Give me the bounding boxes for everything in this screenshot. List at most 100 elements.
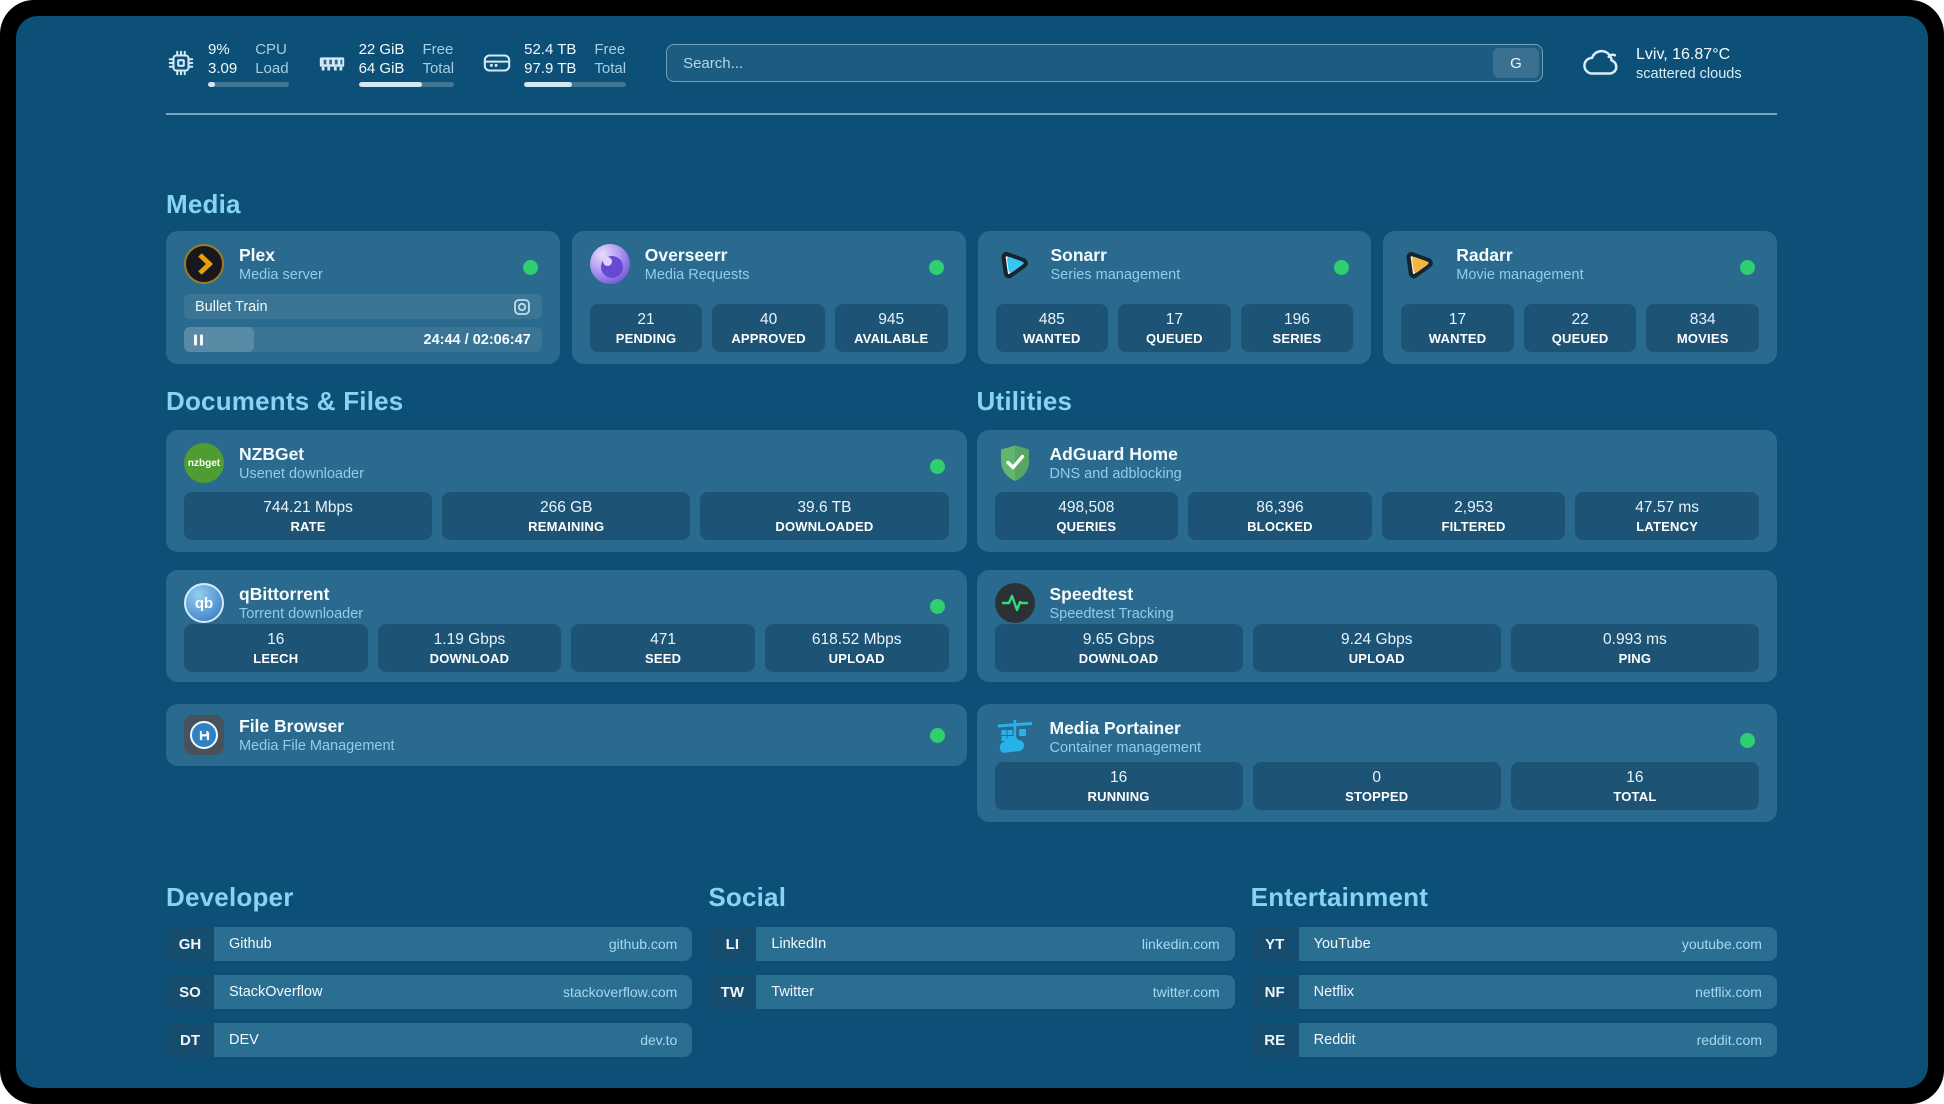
app-description: DNS and adblocking — [1049, 465, 1182, 482]
status-dot-online — [1740, 733, 1755, 748]
cpu-usage-value: 9% — [208, 40, 230, 58]
app-name: qBittorrent — [239, 583, 330, 604]
bookmark-netflix[interactable]: NF Netflix netflix.com — [1250, 975, 1777, 1009]
header-bar: 9% 3.09 CPU Load — [166, 36, 1777, 90]
stat-queued: 17 QUEUED — [1118, 304, 1231, 352]
bookmark-url: stackoverflow.com — [562, 984, 678, 1000]
stat-series: 196 SERIES — [1240, 304, 1354, 352]
status-dot-online — [1740, 260, 1755, 275]
qbittorrent-icon: qb — [184, 583, 224, 623]
memory-free-label: Free — [422, 40, 454, 58]
cpu-icon — [168, 50, 194, 76]
bookmark-dev[interactable]: DT DEV dev.to — [166, 1023, 693, 1057]
bookmark-reddit[interactable]: RE Reddit reddit.com — [1250, 1023, 1777, 1057]
app-name: NZBGet — [239, 443, 305, 464]
bookmark-name: Twitter — [771, 984, 815, 1000]
search-input[interactable] — [666, 44, 1543, 82]
app-name: Overseerr — [644, 244, 728, 265]
system-stats: 9% 3.09 CPU Load — [166, 40, 627, 87]
section-title-documents: Documents & Files — [166, 386, 404, 416]
twitter-icon: TW — [708, 975, 757, 1009]
app-name: AdGuard Home — [1049, 443, 1178, 464]
bookmark-github[interactable]: GH Github github.com — [166, 927, 693, 961]
stat-remaining: 266 GB REMAINING — [442, 492, 691, 540]
disk-total-label: Total — [594, 59, 627, 77]
section-title-developer: Developer — [166, 882, 294, 912]
app-card-plex[interactable]: Plex Media server Bullet Train 24:44 / 0… — [166, 231, 560, 364]
stat-upload: 618.52 Mbps UPLOAD — [764, 624, 949, 672]
now-playing-row: Bullet Train — [184, 294, 542, 320]
app-card-overseerr[interactable]: Overseerr Media Requests 21 PENDING 40 APP… — [571, 231, 966, 364]
bookmark-url: reddit.com — [1696, 1032, 1762, 1048]
status-dot-online — [929, 599, 945, 614]
app-description: Series management — [1050, 266, 1181, 283]
bookmark-stackoverflow[interactable]: SO StackOverflow stackoverflow.com — [166, 975, 693, 1009]
app-card-filebrowser[interactable]: File Browser Media File Management — [166, 704, 967, 766]
app-description: Media server — [239, 266, 323, 283]
search-bar: G — [666, 44, 1543, 82]
media-settings-icon[interactable] — [513, 298, 531, 316]
memory-total-value: 64 GiB — [358, 59, 405, 77]
stat-movies: 834 MOVIES — [1646, 304, 1759, 352]
status-dot-online — [928, 260, 944, 275]
disk-stat: 52.4 TB 97.9 TB Free Total — [482, 40, 627, 87]
app-card-radarr[interactable]: Radarr Movie management 17 WANTED 22 QUEUE… — [1383, 231, 1777, 364]
disk-free-value: 52.4 TB — [524, 40, 577, 58]
app-name: File Browser — [239, 715, 345, 736]
app-card-sonarr[interactable]: Sonarr Series management 485 WANTED 17 QUE… — [977, 231, 1372, 364]
app-card-qbittorrent[interactable]: qb qBittorrent Torrent downloader 16 LEEC… — [166, 570, 967, 682]
bookmark-youtube[interactable]: YT YouTube youtube.com — [1250, 927, 1777, 961]
header-divider — [166, 113, 1777, 115]
stat-running: 16 RUNNING — [994, 762, 1243, 810]
stat-queued: 22 QUEUED — [1523, 304, 1637, 352]
search-engine-button[interactable]: G — [1493, 48, 1539, 78]
memory-total-label: Total — [422, 59, 455, 77]
app-card-portainer[interactable]: Media Portainer Container management 16 R… — [976, 704, 1777, 822]
bookmark-linkedin[interactable]: LI LinkedIn linkedin.com — [708, 927, 1235, 961]
bookmark-name: LinkedIn — [771, 936, 827, 952]
playback-progress-bar[interactable]: 24:44 / 02:06:47 — [184, 327, 542, 352]
stat-download: 1.19 Gbps DOWNLOAD — [377, 624, 562, 672]
app-description: Torrent downloader — [239, 605, 364, 622]
stat-download: 9.65 Gbps DOWNLOAD — [994, 624, 1243, 672]
stat-blocked: 86,396 BLOCKED — [1188, 492, 1372, 540]
app-name: Media Portainer — [1049, 717, 1181, 738]
stat-leech: 16 LEECH — [184, 624, 368, 672]
weather-location-temp: Lviv, 16.87°C — [1636, 45, 1731, 63]
disk-progress-bar — [524, 81, 627, 87]
app-description: Media File Management — [239, 737, 395, 754]
pause-icon[interactable] — [194, 334, 203, 346]
bookmark-name: Reddit — [1313, 1032, 1356, 1048]
github-icon: GH — [166, 927, 214, 961]
memory-free-value: 22 GiB — [358, 40, 405, 58]
sonarr-icon — [996, 244, 1036, 284]
section-title-social: Social — [708, 882, 787, 912]
playback-time: 24:44 / 02:06:47 — [423, 331, 531, 348]
now-playing-title: Bullet Train — [195, 298, 268, 315]
radarr-icon — [1401, 244, 1441, 284]
plex-icon — [184, 244, 224, 284]
app-card-adguard[interactable]: AdGuard Home DNS and adblocking 498,508 Q… — [976, 430, 1777, 552]
stat-filtered: 2,953 FILTERED — [1381, 492, 1566, 540]
app-name: Plex — [239, 244, 275, 265]
weather-widget[interactable]: Lviv, 16.87°C scattered clouds — [1581, 44, 1777, 83]
disk-free-label: Free — [594, 40, 626, 58]
status-dot-online — [1334, 260, 1350, 275]
stat-wanted: 17 WANTED — [1401, 304, 1514, 352]
bookmark-twitter[interactable]: TW Twitter twitter.com — [708, 975, 1235, 1009]
weather-condition: scattered clouds — [1636, 65, 1742, 82]
app-description: Media Requests — [644, 266, 750, 283]
dev-icon: DT — [166, 1023, 214, 1057]
filebrowser-icon — [184, 715, 224, 755]
cpu-load-value: 3.09 — [208, 59, 238, 77]
section-title-entertainment: Entertainment — [1250, 882, 1429, 912]
bookmark-name: StackOverflow — [229, 984, 323, 1000]
bookmark-url: github.com — [608, 936, 678, 952]
bookmark-name: Netflix — [1313, 984, 1354, 1000]
bookmark-url: linkedin.com — [1141, 936, 1220, 952]
cpu-progress-bar — [208, 81, 289, 87]
app-card-nzbget[interactable]: nzbget NZBGet Usenet downloader 744.21 M… — [166, 430, 967, 552]
stat-queries: 498,508 QUERIES — [994, 492, 1179, 540]
app-card-speedtest[interactable]: Speedtest Speedtest Tracking 9.65 Gbps DO… — [976, 570, 1777, 682]
